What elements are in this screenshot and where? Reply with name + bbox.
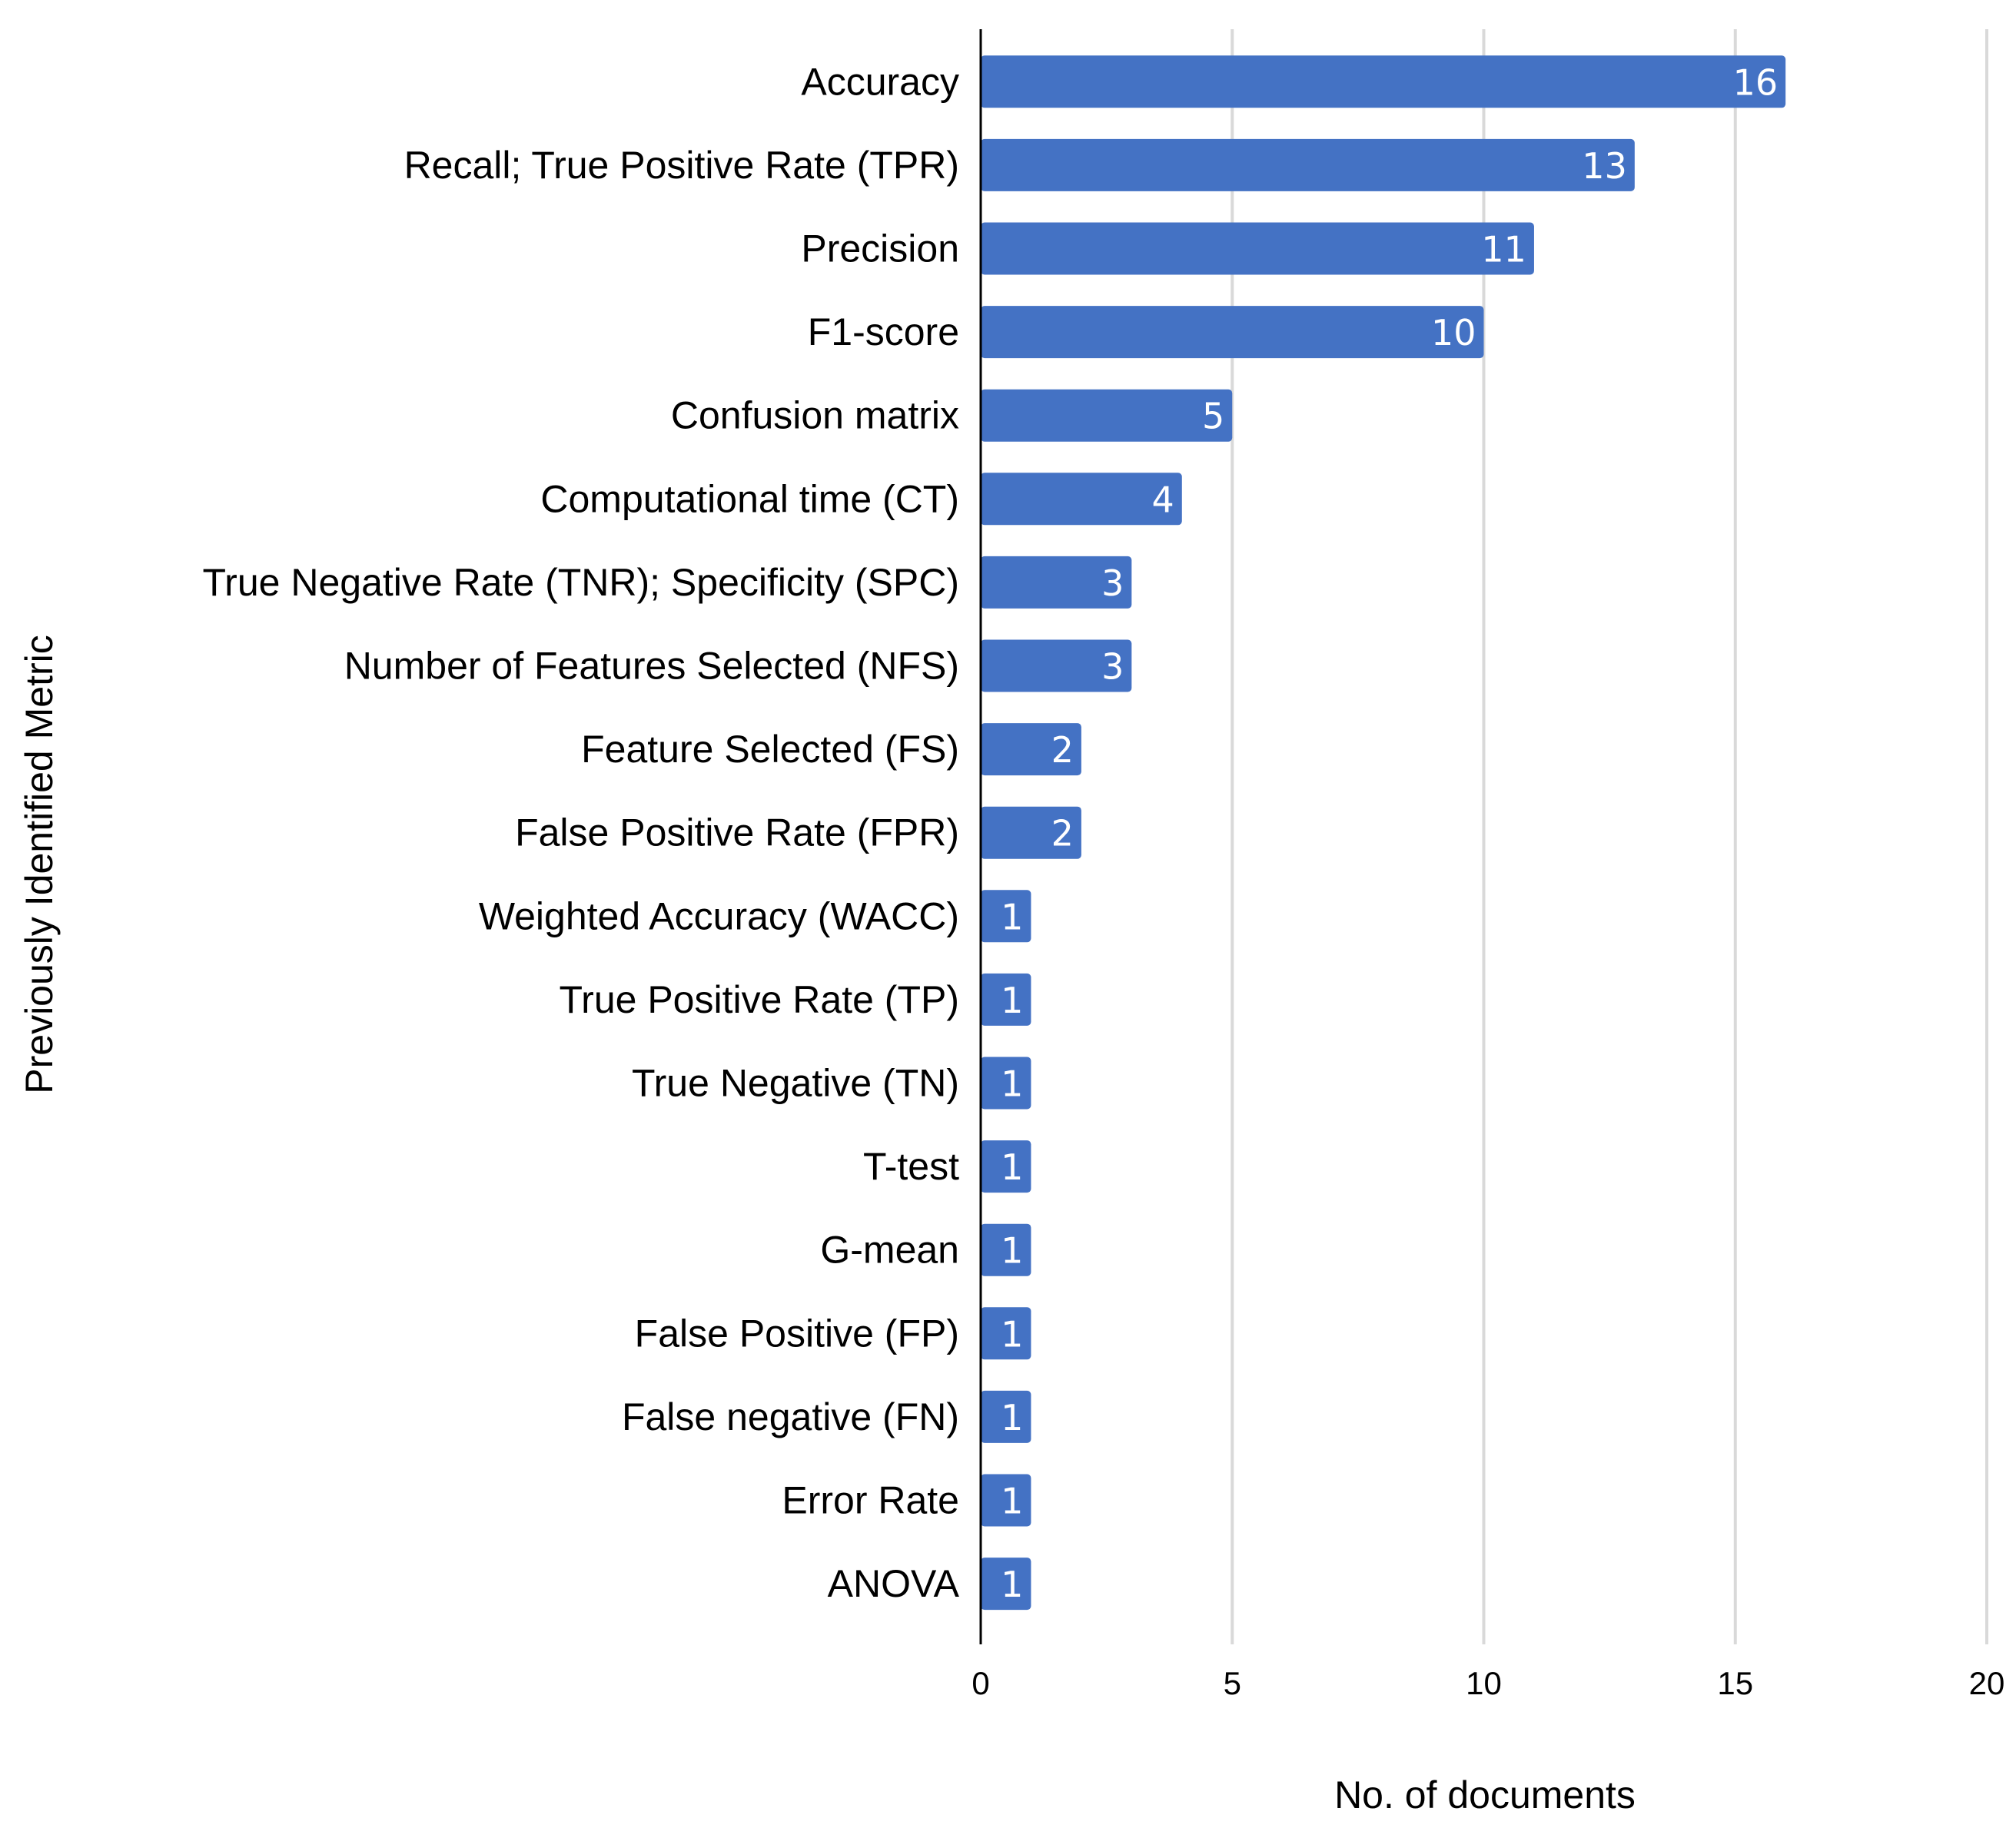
bar: [981, 1474, 1031, 1527]
category-label: False Positive Rate (FPR): [515, 811, 959, 854]
category-label: Confusion matrix: [671, 394, 959, 437]
category-label: False Positive (FP): [635, 1312, 959, 1355]
data-label: 1: [1001, 1397, 1023, 1438]
category-label: True Negative (TN): [632, 1062, 959, 1105]
data-label: 4: [1152, 479, 1174, 520]
data-label: 5: [1202, 396, 1224, 437]
bar: [981, 222, 1534, 275]
gridlines: [1231, 29, 1988, 1644]
bar: [981, 55, 1786, 108]
category-label: Weighted Accuracy (WACC): [479, 894, 959, 937]
bar: [981, 1223, 1031, 1276]
data-label: 1: [1001, 1313, 1023, 1355]
bar: [981, 890, 1031, 943]
data-label: 16: [1733, 61, 1779, 103]
bar: [981, 1390, 1031, 1443]
bar: [981, 389, 1233, 442]
bar: [981, 806, 1081, 859]
category-label: Recall; True Positive Rate (TPR): [404, 144, 959, 187]
category-label: Error Rate: [782, 1479, 959, 1522]
category-label: False negative (FN): [622, 1395, 959, 1438]
data-label: 2: [1051, 813, 1074, 854]
bar: [981, 138, 1635, 191]
bar: [981, 1307, 1031, 1360]
x-axis-title: No. of documents: [1334, 1773, 1636, 1816]
x-tick-label: 20: [1969, 1665, 2005, 1701]
category-label: True Negative Rate (TNR); Specificity (S…: [203, 561, 960, 604]
category-label: T-test: [863, 1145, 959, 1188]
category-label: True Positive Rate (TP): [559, 978, 959, 1021]
category-label: Feature Selected (FS): [581, 728, 959, 771]
x-tick-label: 10: [1466, 1665, 1502, 1701]
bar: [981, 639, 1132, 692]
bar: [981, 1558, 1031, 1611]
x-tick-label: 5: [1224, 1665, 1241, 1701]
bar: [981, 973, 1031, 1026]
data-label: 1: [1001, 1481, 1023, 1522]
bars: [981, 55, 1786, 1611]
category-label: Accuracy: [801, 60, 959, 103]
category-label: G-mean: [820, 1229, 959, 1272]
x-tick-label: 0: [971, 1665, 989, 1701]
bar: [981, 473, 1182, 526]
data-label: 1: [1001, 1146, 1023, 1188]
x-tick-label: 15: [1717, 1665, 1753, 1701]
data-label: 1: [1001, 980, 1023, 1021]
data-label: 1: [1001, 896, 1023, 937]
data-label: 10: [1431, 312, 1476, 353]
data-label: 1: [1001, 1564, 1023, 1605]
data-label: 13: [1582, 145, 1627, 187]
y-axis-title: Previously Identified Metric: [18, 635, 61, 1093]
data-label: 3: [1101, 562, 1124, 604]
category-label: Computational time (CT): [540, 477, 959, 520]
data-label: 1: [1001, 1063, 1023, 1105]
bar: [981, 306, 1484, 359]
category-label: ANOVA: [828, 1562, 960, 1605]
data-label: 11: [1481, 229, 1526, 270]
category-label: Precision: [801, 227, 959, 270]
bar: [981, 1140, 1031, 1193]
category-label: F1-score: [808, 310, 959, 353]
data-label: 3: [1101, 646, 1124, 688]
bar: [981, 556, 1132, 609]
bar: [981, 1057, 1031, 1110]
category-label: Number of Features Selected (NFS): [344, 645, 959, 688]
bar: [981, 723, 1081, 776]
data-label: 1: [1001, 1230, 1023, 1272]
data-label: 2: [1051, 729, 1074, 771]
